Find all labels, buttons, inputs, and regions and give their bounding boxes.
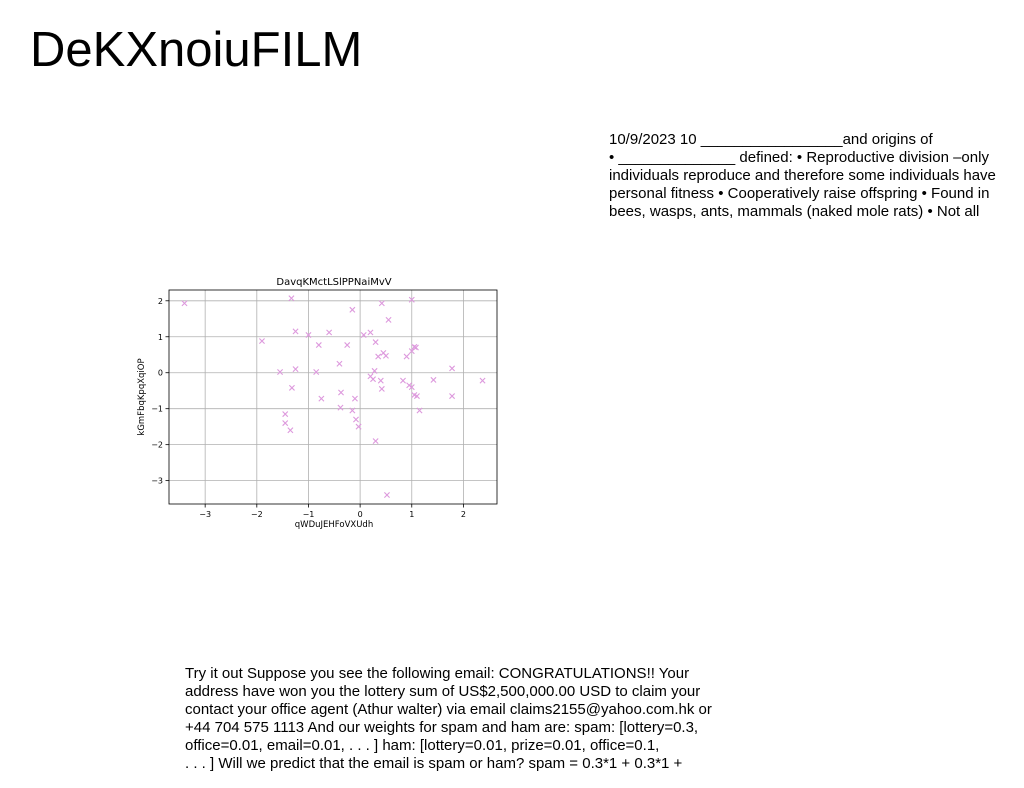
x-tick-label: −2 bbox=[251, 510, 263, 519]
plot-frame bbox=[168, 289, 498, 505]
data-point bbox=[412, 344, 419, 351]
text-line: +44 704 575 1113 And our weights for spa… bbox=[185, 719, 699, 736]
data-point bbox=[367, 329, 374, 336]
data-point bbox=[258, 338, 265, 345]
data-point bbox=[288, 384, 295, 391]
data-point bbox=[288, 295, 295, 302]
data-point bbox=[282, 420, 289, 427]
data-point bbox=[326, 329, 333, 336]
data-point bbox=[282, 411, 289, 418]
chart-grid bbox=[169, 290, 497, 504]
data-point bbox=[378, 300, 385, 307]
data-point bbox=[378, 385, 385, 392]
chart-title: DavqKMctLSlPPNaiMvV bbox=[276, 277, 391, 288]
data-point bbox=[315, 342, 322, 349]
data-point bbox=[344, 342, 351, 349]
data-point bbox=[181, 300, 188, 307]
text-line: office=0.01, email=0.01, . . . ] ham: [l… bbox=[185, 737, 660, 754]
data-point bbox=[372, 339, 379, 346]
x-tick-label: −3 bbox=[199, 510, 211, 519]
data-point bbox=[479, 377, 486, 384]
data-point bbox=[336, 360, 343, 367]
data-point bbox=[411, 343, 418, 350]
chart-points bbox=[181, 295, 486, 498]
data-point bbox=[292, 328, 299, 335]
data-point bbox=[349, 407, 356, 414]
text-line: bees, wasps, ants, mammals (naked mole r… bbox=[609, 203, 980, 220]
data-point bbox=[338, 389, 344, 396]
x-tick-label: −1 bbox=[303, 510, 315, 519]
data-point bbox=[349, 306, 356, 313]
data-point bbox=[355, 423, 362, 430]
data-point bbox=[360, 331, 367, 338]
data-point bbox=[403, 353, 410, 360]
data-point bbox=[277, 369, 284, 375]
chart-ticks: −3 −2 −1 0 1 2 2 1 0 −1 −2 −3 bbox=[151, 297, 466, 519]
text-line: contact your office agent (Athur walter)… bbox=[185, 701, 712, 718]
text-line: . . . ] Will we predict that the email i… bbox=[185, 755, 683, 772]
data-point bbox=[385, 316, 392, 323]
data-point bbox=[372, 438, 379, 445]
x-tick-label: 0 bbox=[358, 510, 363, 519]
data-point bbox=[408, 384, 415, 391]
data-point bbox=[377, 377, 384, 384]
data-point bbox=[337, 404, 344, 411]
data-point bbox=[383, 492, 390, 498]
data-point bbox=[375, 353, 382, 360]
text-line: individuals reproduce and therefore some… bbox=[609, 167, 996, 184]
y-axis-label: kGmFbqKpqXqiOP bbox=[137, 358, 147, 435]
x-axis-label: qWDuJEHFoVXUdh bbox=[295, 520, 373, 530]
data-point bbox=[370, 376, 377, 383]
data-point bbox=[287, 427, 294, 434]
scatter-chart: DavqKMctLSlPPNaiMvV −3 −2 −1 0 1 2 2 1 0 −1 −2 −3 q… bbox=[137, 277, 498, 530]
data-point bbox=[413, 393, 420, 400]
y-tick-label: 0 bbox=[158, 369, 163, 378]
text-line: Try it out Suppose you see the following… bbox=[185, 665, 690, 682]
y-tick-label: −3 bbox=[151, 477, 163, 486]
data-point bbox=[305, 331, 312, 338]
text-line: 10/9/2023 10 _________________and origin… bbox=[609, 131, 933, 148]
data-point bbox=[292, 366, 299, 373]
data-point bbox=[318, 395, 325, 402]
data-point bbox=[449, 393, 456, 400]
page-title: DeKXnoiuFILM bbox=[30, 23, 363, 77]
y-tick-label: 2 bbox=[158, 297, 163, 306]
y-tick-label: −2 bbox=[151, 441, 163, 450]
data-point bbox=[382, 352, 389, 359]
text-line: • ______________ defined: • Reproductive… bbox=[609, 149, 989, 166]
y-tick-label: 1 bbox=[158, 333, 163, 342]
data-point bbox=[406, 382, 413, 389]
text-block-spam-example: Try it out Suppose you see the following… bbox=[185, 665, 712, 773]
data-point bbox=[371, 367, 378, 374]
text-block-social-insects: 10/9/2023 10 _________________and origin… bbox=[609, 131, 996, 221]
y-tick-label: −1 bbox=[151, 405, 163, 414]
data-point bbox=[400, 377, 406, 384]
data-point bbox=[352, 416, 359, 423]
data-point bbox=[313, 369, 320, 375]
text-line: address have won you the lottery sum of … bbox=[185, 683, 701, 700]
data-point bbox=[408, 296, 415, 303]
x-tick-label: 2 bbox=[461, 510, 466, 519]
data-point bbox=[416, 407, 423, 414]
data-point bbox=[449, 365, 456, 372]
x-tick-label: 1 bbox=[409, 510, 414, 519]
data-point bbox=[430, 376, 437, 383]
data-point bbox=[351, 395, 358, 402]
text-line: personal fitness • Cooperatively raise o… bbox=[609, 185, 990, 202]
